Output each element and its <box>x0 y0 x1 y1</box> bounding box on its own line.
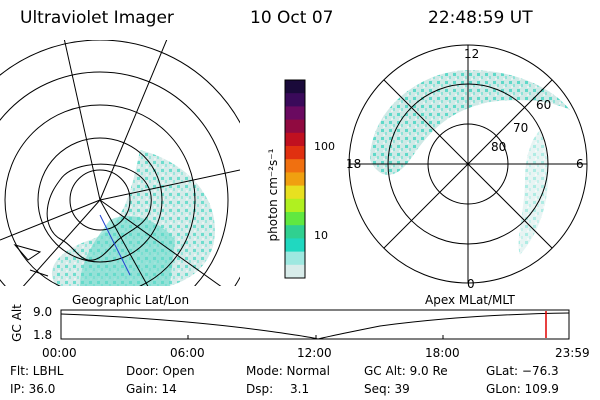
coastline <box>13 244 49 277</box>
colorbar-tick-10: 10 <box>314 229 328 242</box>
auroral-oval-dusk <box>518 130 549 255</box>
time-label: 22:48:59 UT <box>428 8 533 28</box>
mlt-label-12: 12 <box>464 47 480 61</box>
altitude-curve <box>60 312 570 340</box>
right-map-caption: Apex MLat/MLT <box>425 293 515 307</box>
colorbar-band <box>285 212 305 226</box>
geographic-map <box>0 40 240 286</box>
seq-status: Seq: 39 <box>364 382 410 396</box>
colorbar-band <box>285 93 305 107</box>
polar-mlt-map <box>348 44 588 284</box>
glon-status: GLon: 109.9 <box>486 382 559 396</box>
colorbar-band <box>285 225 305 239</box>
left-map-caption: Geographic Lat/Lon <box>72 293 190 307</box>
instrument-title: Ultraviolet Imager <box>20 8 174 28</box>
timeline-ytick-bottom: 1.8 <box>33 328 53 342</box>
colorbar-band <box>285 198 305 213</box>
colorbar-band <box>285 264 305 279</box>
colorbar-band <box>285 251 305 266</box>
mode-status: Mode: Normal <box>246 364 330 378</box>
glat-status: GLat: −76.3 <box>486 364 559 378</box>
continent-outline <box>46 163 152 261</box>
gain-status: Gain: 14 <box>126 382 177 396</box>
mlt-label-0: 0 <box>467 277 475 291</box>
mlt-label-18: 18 <box>346 157 362 171</box>
intensity-colorbar <box>284 79 306 279</box>
altitude-timeline-plot <box>60 309 570 340</box>
mlat-label-60: 60 <box>536 98 552 112</box>
door-status: Door: Open <box>126 364 195 378</box>
colorbar-band <box>285 80 305 94</box>
mlat-label-80: 80 <box>491 140 507 154</box>
timeline-xtick-1800: 18:00 <box>425 346 460 360</box>
timeline-xtick-1200: 12:00 <box>297 346 332 360</box>
timeline-ytick-top: 9.0 <box>33 305 53 319</box>
colorbar-band <box>285 146 305 160</box>
colorbar-band <box>285 185 305 200</box>
ip-status: IP: 36.0 <box>10 382 56 396</box>
auroral-oval <box>370 70 570 175</box>
mlat-label-70: 70 <box>513 121 529 135</box>
date-label: 10 Oct 07 <box>250 8 334 28</box>
mlt-label-6: 6 <box>576 157 584 171</box>
colorbar-tick-100: 100 <box>314 140 335 153</box>
timeline-xtick-0600: 06:00 <box>170 346 205 360</box>
filter-status: Flt: LBHL <box>10 364 64 378</box>
timeline-y-label: GC Alt <box>10 304 24 342</box>
latitude-circles <box>0 40 240 286</box>
colorbar-band <box>285 172 305 187</box>
colorbar-band <box>285 159 305 173</box>
colorbar-gradient <box>285 80 305 279</box>
terminator-line <box>99 214 131 276</box>
timeline-frame <box>60 309 570 340</box>
aurora-emission-core <box>80 216 175 286</box>
meridian-lines <box>0 40 240 286</box>
mlt-spokes <box>349 45 587 283</box>
colorbar-band <box>285 119 305 134</box>
colorbar-band <box>285 238 305 253</box>
timeline-xtick-0000: 00:00 <box>42 346 77 360</box>
timeline-xtick-2359: 23:59 <box>555 346 590 360</box>
colorbar-band <box>285 132 305 147</box>
dsp-value: 3.1 <box>290 382 310 396</box>
dsp-label: Dsp: <box>246 382 274 396</box>
colorbar-band <box>285 106 305 121</box>
colorbar-unit-label: photon cm⁻²s⁻¹ <box>266 148 280 242</box>
gc-alt-status: GC Alt: 9.0 Re <box>364 364 448 378</box>
timeline-ticks <box>187 335 444 339</box>
